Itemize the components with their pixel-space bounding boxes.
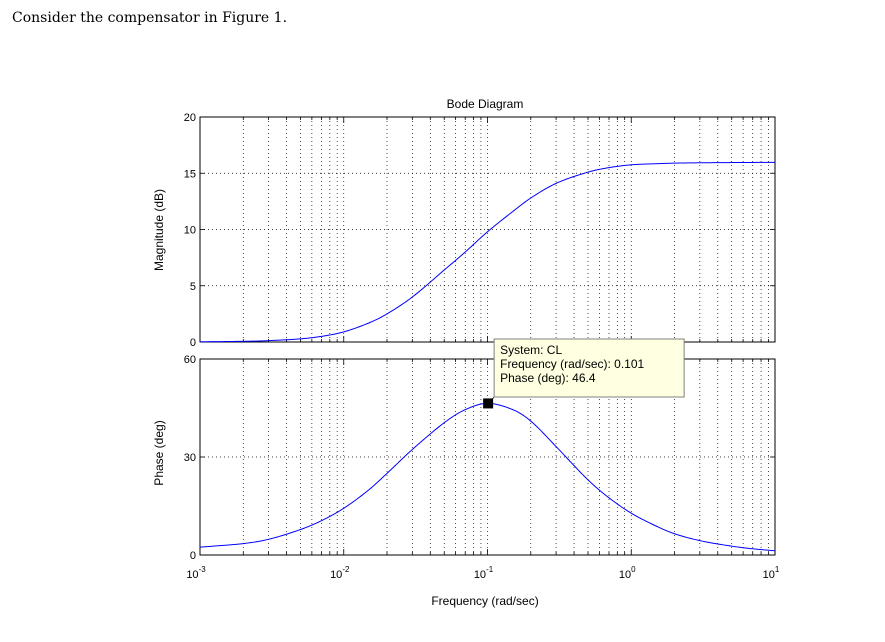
data-tip-marker [483,398,494,409]
x-tick-exponent: 1 [775,565,780,574]
phase-panel: 0 30 60 [184,354,776,562]
x-tick-label: 100 [619,565,636,581]
x-tick-label: 10-3 [186,565,206,581]
x-tick-labels: 10-3 10-2 10-1 100 101 [186,565,780,581]
data-tip-line: System: CL [500,343,562,357]
x-tick-exponent: -1 [486,565,494,574]
frequency-axis-label: Frequency (rad/sec) [431,594,538,608]
x-tick-label: 10-1 [474,565,494,581]
phase-axes-box [199,358,776,556]
x-tick-exponent: 0 [631,565,636,574]
magnitude-y-tick-label: 20 [184,112,196,124]
x-tick-exponent: -2 [342,565,350,574]
chart-title: Bode Diagram [447,97,524,111]
x-tick-label: 10-2 [330,565,350,581]
data-tip-box [493,338,685,398]
magnitude-y-tick-label: 5 [190,281,196,293]
magnitude-y-tick-label: 15 [184,168,196,180]
x-tick-label: 101 [763,565,780,581]
x-tick-exponent: -3 [199,565,207,574]
magnitude-axis-label: Magnitude (dB) [152,189,166,271]
magnitude-y-tick-label: 10 [184,225,196,237]
magnitude-panel: 0 5 10 15 20 [184,112,776,349]
phase-y-tick-label: 0 [190,550,196,562]
phase-axis-label: Phase (deg) [152,420,166,485]
data-tip-line: Frequency (rad/sec): 0.101 [500,357,644,371]
phase-series-line [199,402,776,552]
magnitude-y-tick-label: 0 [190,337,196,349]
phase-y-tick-label: 30 [184,452,196,464]
magnitude-series-line [199,161,776,343]
magnitude-axes-box [199,116,776,343]
intro-text: Consider the compensator in Figure 1. [12,10,288,26]
data-tip-line: Phase (deg): 46.4 [500,371,596,385]
phase-y-tick-label: 60 [184,354,196,366]
